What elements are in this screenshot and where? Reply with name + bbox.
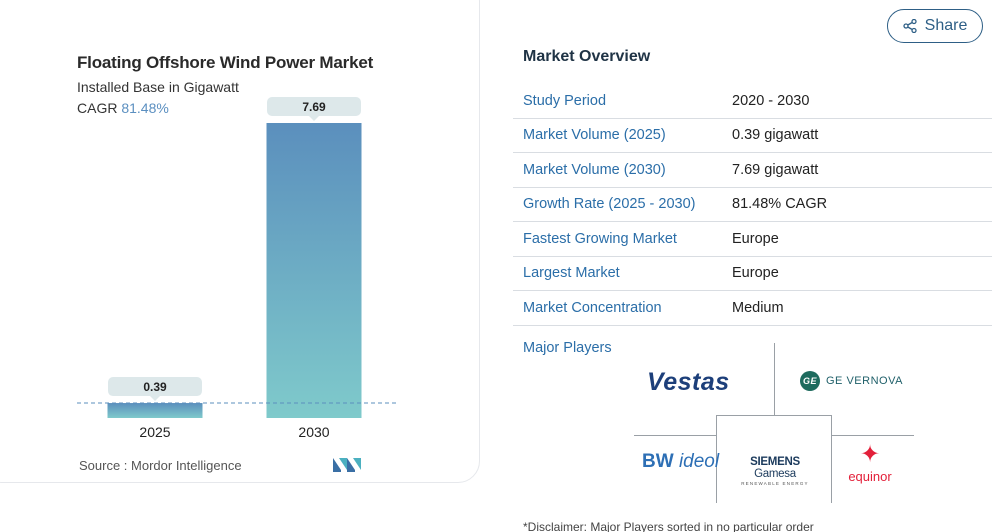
overview-row-study-period: Study Period 2020 - 2030 bbox=[513, 84, 992, 119]
row-value: Europe bbox=[732, 265, 779, 282]
row-key: Study Period bbox=[523, 92, 607, 109]
data-label-pointer bbox=[150, 396, 160, 402]
row-key: Market Volume (2030) bbox=[523, 161, 666, 178]
row-key: Growth Rate (2025 - 2030) bbox=[523, 196, 696, 213]
equinor-logo: ✦ equinor bbox=[844, 441, 896, 485]
data-label-bg bbox=[108, 377, 202, 397]
share-label: Share bbox=[924, 17, 968, 34]
major-players-grid: Vestas GE GE VERNOVA BW ideol SIEMENS Ga… bbox=[634, 343, 914, 503]
chart-title: Floating Offshore Wind Power Market bbox=[77, 53, 374, 72]
divider bbox=[774, 343, 775, 415]
row-value: 2020 - 2030 bbox=[732, 92, 810, 109]
overview-row-volume-2030: Market Volume (2030) 7.69 gigawatt bbox=[513, 153, 992, 188]
row-value: Europe bbox=[732, 230, 779, 247]
siemens-gamesa-subtitle: RENEWABLE ENERGY bbox=[741, 481, 809, 486]
siemens-gamesa-logo: SIEMENS Gamesa RENEWABLE ENERGY bbox=[729, 456, 821, 486]
bar-2025 bbox=[107, 403, 203, 418]
player-cell-center bbox=[716, 415, 832, 503]
tick-label: 2030 bbox=[298, 424, 329, 440]
bar-chart: 0.39 2025 7.69 2030 bbox=[77, 97, 396, 440]
share-icon bbox=[902, 19, 917, 33]
overview-row-fastest-growing: Fastest Growing Market Europe bbox=[513, 222, 992, 257]
data-label: 0.39 bbox=[143, 380, 167, 394]
vestas-logo: Vestas bbox=[647, 368, 730, 396]
row-key: Market Volume (2025) bbox=[523, 127, 666, 144]
ge-vernova-text: GE VERNOVA bbox=[826, 375, 903, 387]
ideol-text: ideol bbox=[678, 451, 720, 472]
bw-ideol-logo: BW ideol bbox=[642, 451, 719, 473]
equinor-star-icon: ✦ bbox=[859, 441, 881, 468]
row-value: 0.39 gigawatt bbox=[732, 127, 819, 144]
tick-label: 2025 bbox=[139, 424, 170, 440]
row-key: Market Concentration bbox=[523, 299, 662, 316]
bar-2030 bbox=[266, 123, 362, 418]
data-label-pointer bbox=[309, 116, 319, 121]
row-key: Largest Market bbox=[523, 265, 620, 282]
gamesa-text: Gamesa bbox=[754, 468, 796, 480]
cagr-value: 81.48% bbox=[121, 100, 169, 116]
overview-title: Market Overview bbox=[523, 48, 651, 65]
row-value: 81.48% CAGR bbox=[732, 196, 828, 213]
share-button[interactable]: Share bbox=[887, 9, 983, 43]
divider bbox=[634, 435, 716, 436]
chart-source: Source : Mordor Intelligence bbox=[79, 458, 242, 473]
chart-subtitle: Installed Base in Gigawatt bbox=[77, 79, 239, 95]
overview-row-growth-rate: Growth Rate (2025 - 2030) 81.48% CAGR bbox=[513, 188, 992, 222]
ge-vernova-logo: GE GE VERNOVA bbox=[800, 371, 903, 391]
row-value: 7.69 gigawatt bbox=[732, 161, 819, 178]
ge-mark-icon: GE bbox=[800, 371, 820, 391]
siemens-text: SIEMENS bbox=[750, 456, 800, 468]
data-label-bg bbox=[267, 97, 361, 116]
cagr-label: CAGR bbox=[77, 100, 118, 116]
overview-table: Study Period 2020 - 2030 Market Volume (… bbox=[513, 84, 992, 326]
equinor-text: equinor bbox=[848, 469, 892, 484]
divider bbox=[832, 435, 914, 436]
overview-row-concentration: Market Concentration Medium bbox=[513, 291, 992, 326]
siemens-gamesa-wordmark: SIEMENS Gamesa bbox=[729, 456, 821, 480]
disclaimer: *Disclaimer: Major Players sorted in no … bbox=[523, 520, 814, 532]
overview-row-largest-market: Largest Market Europe bbox=[513, 257, 992, 291]
row-value: Medium bbox=[732, 299, 784, 316]
mordor-logo-icon bbox=[333, 458, 361, 472]
bw-text: BW bbox=[642, 451, 674, 472]
chart-cagr: CAGR 81.48% bbox=[77, 100, 169, 116]
overview-row-volume-2025: Market Volume (2025) 0.39 gigawatt bbox=[513, 119, 992, 153]
major-players-label: Major Players bbox=[523, 340, 612, 356]
row-key: Fastest Growing Market bbox=[523, 230, 677, 247]
data-label: 7.69 bbox=[302, 100, 326, 114]
